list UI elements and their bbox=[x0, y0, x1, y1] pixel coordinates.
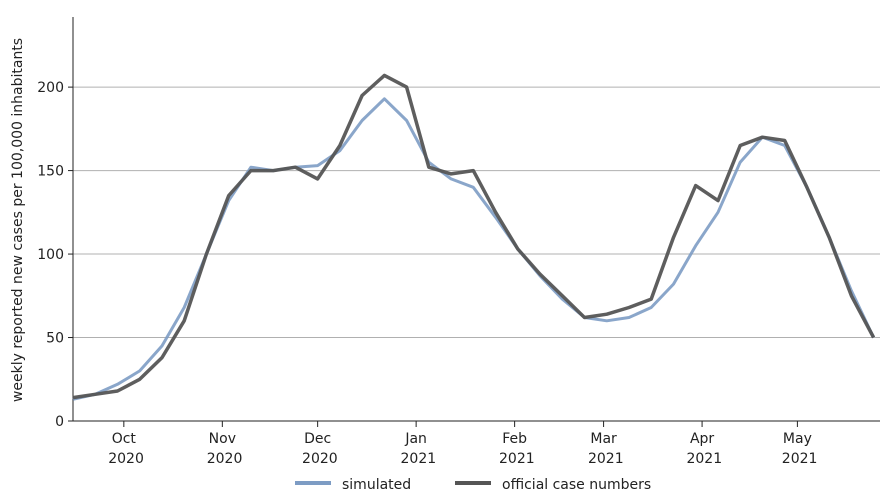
x-tick-label: Feb 2021 bbox=[495, 431, 535, 467]
x-tick-label: Nov 2020 bbox=[202, 431, 242, 467]
x-tick-label: Jan 2021 bbox=[396, 431, 436, 467]
y-tick-label: 200 bbox=[37, 80, 64, 96]
series-line bbox=[72, 97, 875, 401]
legend-label: official case numbers bbox=[502, 477, 651, 493]
y-tick-label: 100 bbox=[37, 247, 64, 263]
y-axis-label: weekly reported new cases per 100,000 in… bbox=[10, 38, 26, 402]
y-tick-label: 150 bbox=[37, 164, 64, 180]
y-tick-label: 50 bbox=[46, 331, 64, 347]
legend-label: simulated bbox=[342, 477, 411, 493]
x-tick-label: Mar 2021 bbox=[584, 431, 624, 467]
x-tick-label: May 2021 bbox=[777, 431, 817, 467]
y-tick-label: 0 bbox=[55, 414, 64, 430]
x-tick-label: Apr 2021 bbox=[682, 431, 722, 467]
series-line bbox=[72, 73, 876, 400]
x-tick-label: Oct 2020 bbox=[104, 431, 144, 467]
x-tick-label: Dec 2020 bbox=[298, 431, 338, 467]
